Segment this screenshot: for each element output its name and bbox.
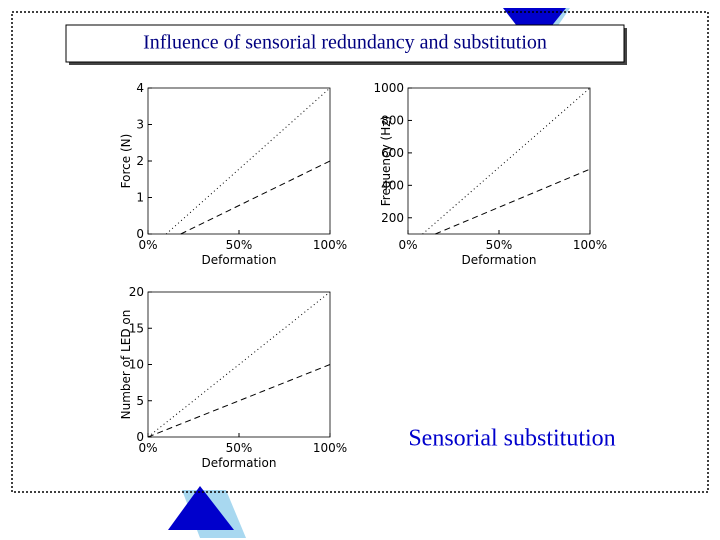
y-tick-label: 400 (381, 178, 404, 192)
x-tick-label: 50% (486, 238, 513, 252)
slide-title: Influence of sensorial redundancy and su… (143, 32, 547, 54)
y-axis-label: Force (N) (119, 134, 133, 189)
y-tick-label: 1000 (373, 81, 404, 95)
y-tick-label: 1 (136, 191, 144, 205)
x-tick-label: 0% (398, 238, 417, 252)
series-line (147, 364, 331, 438)
decor-triangle (168, 486, 234, 530)
y-tick-label: 0 (136, 227, 144, 241)
y-tick-label: 15 (129, 321, 144, 335)
x-tick-label: 50% (226, 441, 253, 455)
y-axis-label: Number of LED on (119, 310, 133, 420)
y-tick-label: 2 (136, 154, 144, 168)
y-tick-label: 3 (136, 118, 144, 132)
y-tick-label: 200 (381, 211, 404, 225)
y-tick-label: 5 (136, 394, 144, 408)
x-axis-label: Deformation (462, 253, 537, 267)
caption: Sensorial substitution (408, 426, 615, 452)
y-tick-label: 20 (129, 285, 144, 299)
x-tick-label: 50% (226, 238, 253, 252)
y-axis-label: Frequency (Hz) (379, 116, 393, 207)
series-line (147, 291, 331, 438)
x-tick-label: 100% (313, 441, 347, 455)
plot-area (407, 87, 591, 235)
x-tick-label: 0% (138, 238, 157, 252)
x-tick-label: 100% (313, 238, 347, 252)
plot-area (147, 87, 331, 235)
y-tick-label: 4 (136, 81, 144, 95)
x-axis-label: Deformation (202, 456, 277, 470)
series-line (435, 168, 591, 235)
y-tick-label: 600 (381, 146, 404, 160)
y-tick-label: 0 (136, 430, 144, 444)
x-tick-label: 0% (138, 441, 157, 455)
slide-border (11, 11, 709, 493)
y-tick-label: 800 (381, 113, 404, 127)
series-line (165, 87, 331, 235)
x-axis-label: Deformation (202, 253, 277, 267)
x-tick-label: 100% (573, 238, 607, 252)
series-line (180, 160, 331, 235)
title-box (65, 24, 625, 63)
y-tick-label: 10 (129, 358, 144, 372)
